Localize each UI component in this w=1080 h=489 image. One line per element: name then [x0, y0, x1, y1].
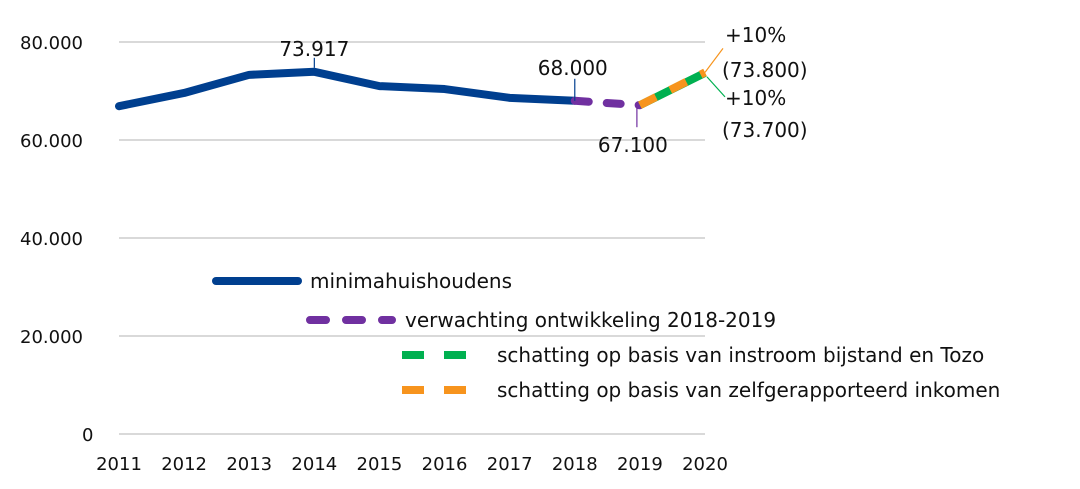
y-tick-label: 40.000: [20, 229, 83, 250]
y-tick-label: 60.000: [20, 131, 83, 152]
y-tick-label: 0: [82, 425, 93, 446]
x-tick-label: 2012: [161, 454, 207, 475]
x-tick-label: 2017: [487, 454, 533, 475]
legend-label: minimahuishoudens: [310, 269, 512, 293]
data-label: 68.000: [538, 56, 608, 80]
x-tick-label: 2019: [617, 454, 663, 475]
data-label: +10%: [725, 86, 786, 110]
data-label: +10%: [725, 23, 786, 47]
data-label: (73.700): [722, 118, 808, 142]
legend-label: verwachting ontwikkeling 2018-2019: [405, 308, 776, 332]
leader-line: [704, 48, 724, 73]
x-tick-label: 2011: [96, 454, 142, 475]
y-tick-label: 20.000: [20, 327, 83, 348]
x-tick-label: 2016: [422, 454, 468, 475]
x-tick-label: 2018: [552, 454, 598, 475]
series-line-3: [638, 68, 707, 109]
legend-label: schatting op basis van instroom bijstand…: [497, 343, 984, 367]
x-tick-label: 2015: [357, 454, 403, 475]
data-label: (73.800): [722, 58, 808, 82]
x-tick-label: 2014: [291, 454, 337, 475]
x-tick-label: 2020: [682, 454, 728, 475]
leader-line: [706, 76, 726, 98]
legend-label: schatting op basis van zelfgerapporteerd…: [497, 378, 1000, 402]
y-tick-label: 80.000: [20, 33, 83, 54]
x-tick-label: 2013: [226, 454, 272, 475]
series-line-1: [570, 96, 644, 110]
data-label: 73.917: [279, 37, 349, 61]
series-line-0: [115, 67, 579, 111]
data-label: 67.100: [598, 133, 668, 157]
